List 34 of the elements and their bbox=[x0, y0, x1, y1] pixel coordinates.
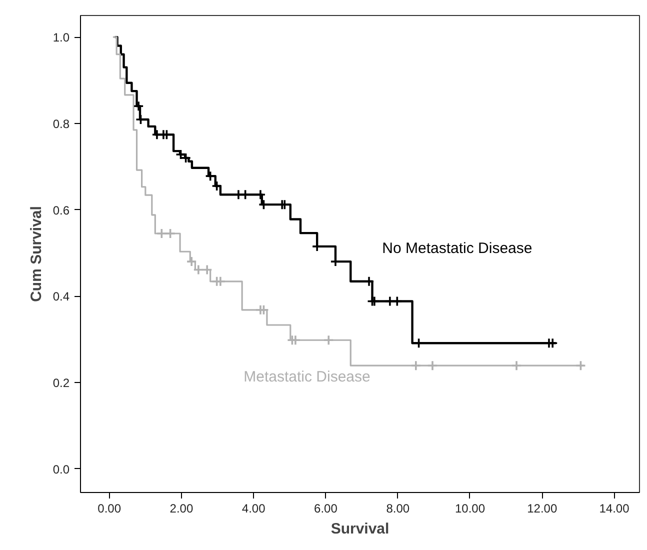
point bbox=[202, 264, 212, 276]
x-tick-label: 12.00 bbox=[527, 502, 558, 516]
point bbox=[392, 296, 403, 307]
y-tick-label: 0.8 bbox=[52, 116, 70, 131]
point bbox=[186, 256, 197, 267]
y-tick-label: 1.0 bbox=[52, 30, 70, 45]
y-tick-label: 0.6 bbox=[52, 203, 70, 218]
point bbox=[156, 228, 168, 239]
point bbox=[193, 264, 204, 276]
point bbox=[133, 100, 144, 112]
y-tick-label: 0.4 bbox=[52, 290, 70, 304]
series-label: Metastatic Disease bbox=[244, 368, 370, 386]
point bbox=[164, 228, 176, 239]
x-tick-label: 0.00 bbox=[98, 502, 122, 516]
point bbox=[258, 304, 270, 316]
x-tick-label: 6.00 bbox=[314, 502, 338, 516]
series-label: No Metastatic Disease bbox=[382, 240, 532, 258]
x-tick-label: 8.00 bbox=[386, 502, 410, 516]
point bbox=[427, 360, 438, 371]
x-tick-label: 14.00 bbox=[599, 502, 630, 516]
x-axis-title: Survival bbox=[330, 520, 390, 538]
y-axis-title: Cum Survival bbox=[28, 206, 45, 302]
x-tick-label: 2.00 bbox=[170, 502, 194, 516]
point bbox=[410, 360, 422, 371]
y-tick-label: 0.0 bbox=[52, 462, 70, 476]
point bbox=[369, 296, 380, 307]
point bbox=[211, 180, 222, 192]
y-tick-label: 0.2 bbox=[52, 376, 70, 390]
point bbox=[323, 334, 334, 346]
point bbox=[384, 296, 396, 307]
point bbox=[511, 360, 522, 371]
point bbox=[180, 152, 192, 164]
x-tick-label: 10.00 bbox=[454, 502, 486, 516]
x-tick-label: 4.00 bbox=[242, 502, 266, 516]
